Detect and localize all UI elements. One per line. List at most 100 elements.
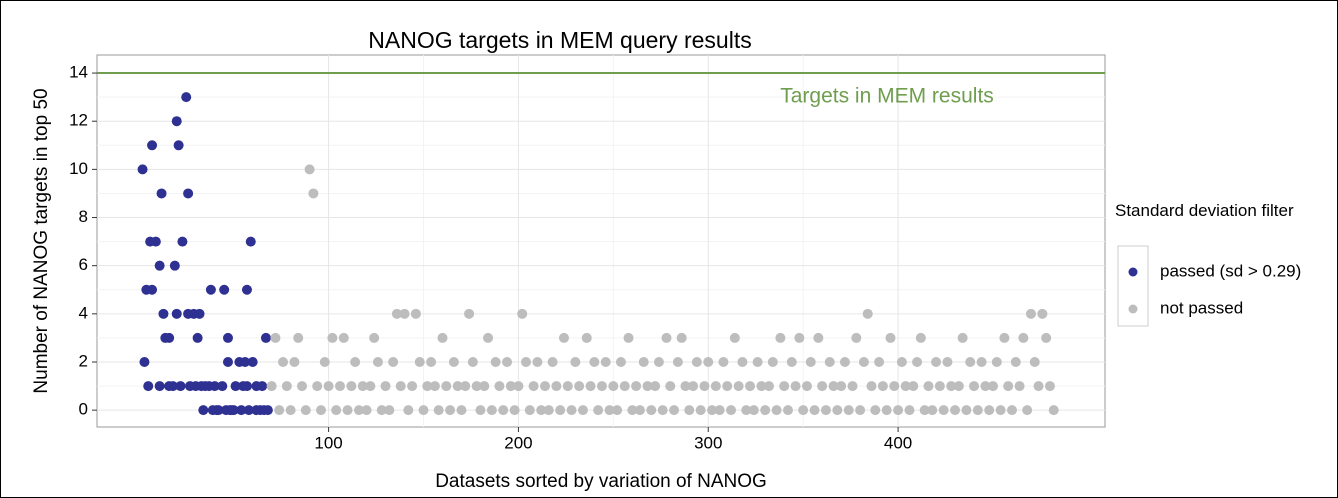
point [1018,332,1029,343]
point [995,405,1006,416]
point [832,405,843,416]
point [540,381,550,392]
point [154,381,165,392]
point [437,332,448,343]
point [714,405,725,416]
point [896,356,907,367]
x-axis-label: Datasets sorted by variation of NANOG [435,471,767,492]
point [767,356,778,367]
point [801,381,812,392]
point [912,356,923,367]
point [245,236,256,247]
point [426,356,437,367]
point [1029,356,1040,367]
point [260,332,271,343]
point [395,381,406,392]
point [323,381,334,392]
point [536,405,547,416]
point [748,405,759,416]
point [471,381,482,392]
point [638,356,649,367]
point [931,356,942,367]
point [782,405,793,416]
point [414,356,425,367]
legend-marker [1128,267,1138,277]
point [164,332,175,343]
point [741,405,752,416]
point [222,356,233,367]
legend-label: passed (sd > 0.29) [1160,261,1301,280]
point [843,405,854,416]
point [779,381,790,392]
point [460,381,471,392]
point [813,332,824,343]
point [167,381,178,392]
point [661,332,672,343]
point [139,356,150,367]
point [847,381,858,392]
point [684,405,695,416]
point [718,356,729,367]
point [965,356,976,367]
point [790,381,801,392]
point [969,381,980,392]
point [240,356,251,367]
point [980,381,991,392]
point [566,405,577,416]
point [555,405,566,416]
point [615,356,626,367]
point [243,405,254,416]
point [327,332,338,343]
point [205,284,216,295]
y-tick-label: 4 [79,303,88,322]
point [498,405,509,416]
point [839,356,850,367]
point [147,284,158,295]
point [798,405,809,416]
point [490,356,501,367]
point [927,405,938,416]
point [669,405,680,416]
point [608,381,619,392]
point [593,405,604,416]
point [695,405,706,416]
point [464,308,475,319]
point [150,236,161,247]
point [836,381,847,392]
point [270,332,281,343]
legend-title: Standard deviation filter [1115,201,1294,220]
point [1048,405,1059,416]
point [953,381,964,392]
point [771,405,782,416]
point [433,405,444,416]
point [646,405,657,416]
point [316,405,326,416]
y-tick-label: 6 [79,255,88,274]
point [429,381,440,392]
point [946,381,957,392]
point [688,381,699,392]
point [532,356,543,367]
point [570,356,581,367]
point [388,356,399,367]
point [509,405,520,416]
point [137,164,148,175]
point [350,356,361,367]
point [733,381,744,392]
point [278,356,289,367]
point [855,405,866,416]
point [502,356,513,367]
point [657,405,668,416]
point [862,308,873,319]
point [858,356,869,367]
point [399,308,410,319]
point [999,332,1010,343]
point [631,381,642,392]
point [505,381,516,392]
point [672,356,683,367]
point [972,405,983,416]
point [475,405,486,416]
point [158,308,169,319]
y-tick-label: 0 [79,400,88,419]
